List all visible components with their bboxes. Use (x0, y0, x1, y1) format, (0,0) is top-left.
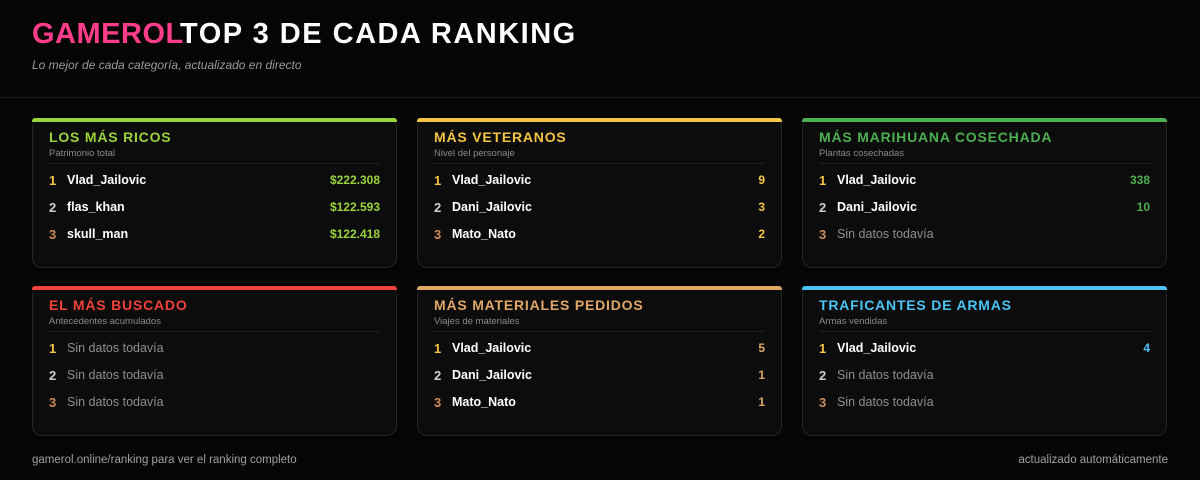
player-name: Vlad_Jailovic (452, 173, 532, 187)
rank: 3 (49, 395, 57, 410)
rank: 1 (49, 173, 57, 188)
rank: 2 (434, 200, 442, 215)
player-value: 1 (758, 368, 765, 382)
player-name: Vlad_Jailovic (837, 341, 917, 355)
empty-row: Sin datos todavía (837, 395, 934, 409)
ranking-card: TRAFICANTES DE ARMAS Armas vendidas 1 Vlad_… (802, 286, 1167, 436)
title: TOP 3 DE CADA RANKING (180, 18, 577, 50)
card-title: LOS MÁS RICOS (49, 129, 172, 145)
rank: 3 (434, 395, 442, 410)
player-value: 3 (758, 200, 765, 214)
card-subtitle: Viajes de materiales (434, 316, 520, 327)
card-subtitle: Plantas cosechadas (819, 148, 905, 159)
footer-link[interactable]: gamerol.online/ranking para ver el ranki… (32, 454, 297, 466)
ranking-card: MÁS MATERIALES PEDIDOS Viajes de material… (417, 286, 782, 436)
empty-row: Sin datos todavía (837, 227, 934, 241)
rank: 1 (819, 173, 827, 188)
ranking-card: LOS MÁS RICOS Patrimonio total 1 Vlad_Jailo… (32, 118, 397, 268)
card-divider (434, 163, 765, 164)
player-value: 4 (1143, 341, 1150, 355)
footer-note: actualizado automáticamente (1018, 454, 1168, 466)
player-name: Vlad_Jailovic (67, 173, 147, 187)
player-name: skull_man (67, 227, 129, 241)
empty-row: Sin datos todavía (67, 368, 164, 382)
rank: 1 (819, 341, 827, 356)
rank: 3 (819, 395, 827, 410)
card-title: TRAFICANTES DE ARMAS (819, 297, 1012, 313)
card-subtitle: Armas vendidas (819, 316, 888, 327)
player-name: Dani_Jailovic (452, 200, 532, 214)
card-divider (434, 331, 765, 332)
card-subtitle: Antecedentes acumulados (49, 316, 161, 327)
player-name: Dani_Jailovic (837, 200, 917, 214)
rank: 2 (819, 200, 827, 215)
card-accent (417, 118, 782, 122)
rank: 1 (434, 341, 442, 356)
card-title: MÁS MATERIALES PEDIDOS (434, 297, 644, 313)
rank: 3 (49, 227, 57, 242)
card-title: MÁS VETERANOS (434, 129, 567, 145)
rank: 1 (49, 341, 57, 356)
rank: 2 (49, 200, 57, 215)
rank: 1 (434, 173, 442, 188)
rank: 2 (819, 368, 827, 383)
card-accent (417, 286, 782, 290)
player-value: 10 (1136, 200, 1150, 214)
rank: 3 (819, 227, 827, 242)
card-accent (32, 118, 397, 122)
player-value: $122.593 (329, 200, 380, 214)
card-title: MÁS MARIHUANA COSECHADA (819, 129, 1053, 145)
card-subtitle: Patrimonio total (49, 148, 116, 159)
player-value: 9 (758, 173, 765, 187)
subtitle: Lo mejor de cada categoría, actualizado … (32, 58, 302, 72)
ranking-card: MÁS MARIHUANA COSECHADA Plantas cosechada… (802, 118, 1167, 268)
card-divider (49, 331, 380, 332)
brand: GAMEROL (32, 18, 184, 50)
player-value: 1 (758, 395, 765, 409)
empty-row: Sin datos todavía (67, 395, 164, 409)
ranking-card: MÁS VETERANOS Nivel del personaje 1 Vlad_Ja… (417, 118, 782, 268)
card-accent (802, 118, 1167, 122)
card-accent (32, 286, 397, 290)
rank: 2 (434, 368, 442, 383)
player-value: $122.418 (329, 227, 380, 241)
player-name: Vlad_Jailovic (837, 173, 917, 187)
card-divider (819, 163, 1150, 164)
rank: 3 (434, 227, 442, 242)
card-subtitle: Nivel del personaje (434, 148, 515, 159)
player-name: flas_khan (67, 200, 125, 214)
player-name: Vlad_Jailovic (452, 341, 532, 355)
player-name: Mato_Nato (452, 227, 516, 241)
empty-row: Sin datos todavía (67, 341, 164, 355)
ranking-card: EL MÁS BUSCADO Antecedentes acumulados 1 Si… (32, 286, 397, 436)
card-divider (819, 331, 1150, 332)
player-value: 338 (1129, 173, 1150, 187)
card-title: EL MÁS BUSCADO (49, 297, 188, 313)
separator (0, 97, 1200, 98)
player-value: 2 (758, 227, 765, 241)
player-name: Dani_Jailovic (452, 368, 532, 382)
card-divider (49, 163, 380, 164)
empty-row: Sin datos todavía (837, 368, 934, 382)
player-value: 5 (758, 341, 765, 355)
player-name: Mato_Nato (452, 395, 516, 409)
player-value: $222.308 (329, 173, 380, 187)
rank: 2 (49, 368, 57, 383)
card-accent (802, 286, 1167, 290)
